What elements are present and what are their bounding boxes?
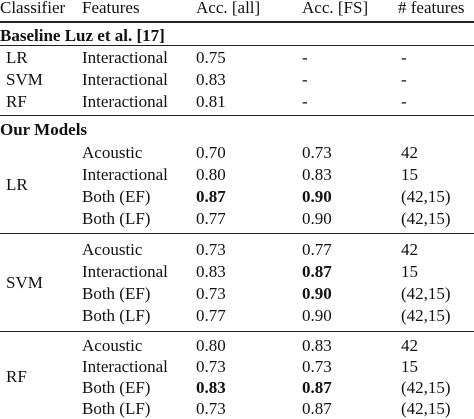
group-classifier-rf: RF bbox=[6, 367, 27, 386]
model-acc-fs: 0.73 bbox=[302, 357, 332, 376]
baseline-classifier: RF bbox=[6, 92, 27, 111]
header-num-features: # features bbox=[398, 0, 465, 17]
baseline-num-features: - bbox=[401, 92, 407, 111]
group-classifier-lr: LR bbox=[6, 175, 28, 194]
header-acc-all: Acc. [all] bbox=[196, 0, 261, 17]
baseline-acc-all: 0.75 bbox=[196, 48, 226, 67]
model-feature: Acoustic bbox=[82, 143, 143, 162]
model-feature: Interactional bbox=[82, 262, 168, 281]
model-num-features: (42,15) bbox=[401, 378, 451, 397]
model-feature: Both (LF) bbox=[82, 209, 151, 228]
model-acc-fs-best: 0.90 bbox=[302, 187, 332, 206]
header-classifier: Classifier bbox=[0, 0, 66, 17]
model-acc-fs: 0.90 bbox=[302, 306, 332, 325]
model-feature: Both (LF) bbox=[82, 306, 151, 325]
baseline-feature: Interactional bbox=[82, 92, 168, 111]
group-classifier-svm: SVM bbox=[6, 273, 43, 292]
header-rule bbox=[0, 21, 474, 23]
baseline-classifier: LR bbox=[6, 48, 28, 67]
model-num-features: 15 bbox=[401, 165, 418, 184]
model-acc-fs: 0.90 bbox=[302, 209, 332, 228]
model-num-features: (42,15) bbox=[401, 284, 451, 303]
section-rule bbox=[0, 115, 474, 116]
model-num-features: (42,15) bbox=[401, 187, 451, 206]
model-acc-fs-best: 0.87 bbox=[302, 262, 332, 281]
model-acc-fs-best: 0.87 bbox=[302, 378, 332, 397]
model-acc-fs: 0.83 bbox=[302, 336, 332, 355]
model-num-features: 42 bbox=[401, 143, 418, 162]
model-feature: Acoustic bbox=[82, 336, 143, 355]
model-acc-fs-best: 0.90 bbox=[302, 284, 332, 303]
baseline-num-features: - bbox=[401, 48, 407, 67]
model-acc-all-best: 0.83 bbox=[196, 378, 226, 397]
model-num-features: 42 bbox=[401, 240, 418, 259]
baseline-feature: Interactional bbox=[82, 48, 168, 67]
baseline-acc-fs: - bbox=[302, 70, 308, 89]
baseline-title: Baseline Luz et al. [17] bbox=[0, 26, 165, 45]
model-num-features: (42,15) bbox=[401, 399, 451, 418]
baseline-acc-fs: - bbox=[302, 48, 308, 67]
baseline-title-rule bbox=[0, 45, 474, 46]
model-acc-fs: 0.87 bbox=[302, 399, 332, 418]
model-acc-all: 0.77 bbox=[196, 209, 226, 228]
model-acc-all-best: 0.87 bbox=[196, 187, 226, 206]
baseline-num-features: - bbox=[401, 70, 407, 89]
model-acc-all: 0.73 bbox=[196, 357, 226, 376]
model-feature: Both (EF) bbox=[82, 378, 151, 397]
baseline-acc-fs: - bbox=[302, 92, 308, 111]
model-num-features: (42,15) bbox=[401, 209, 451, 228]
model-feature: Both (EF) bbox=[82, 187, 151, 206]
model-num-features: 15 bbox=[401, 262, 418, 281]
baseline-feature: Interactional bbox=[82, 70, 168, 89]
baseline-acc-all: 0.81 bbox=[196, 92, 226, 111]
baseline-acc-all: 0.83 bbox=[196, 70, 226, 89]
model-num-features: 15 bbox=[401, 357, 418, 376]
group-rule bbox=[0, 331, 474, 332]
model-num-features: 42 bbox=[401, 336, 418, 355]
models-title: Our Models bbox=[0, 120, 88, 139]
model-acc-all: 0.73 bbox=[196, 240, 226, 259]
model-feature: Both (LF) bbox=[82, 399, 151, 418]
model-feature: Interactional bbox=[82, 165, 168, 184]
model-acc-fs: 0.83 bbox=[302, 165, 332, 184]
model-acc-all: 0.73 bbox=[196, 284, 226, 303]
model-num-features: (42,15) bbox=[401, 306, 451, 325]
model-acc-all: 0.77 bbox=[196, 306, 226, 325]
model-acc-all: 0.70 bbox=[196, 143, 226, 162]
header-acc-fs: Acc. [FS] bbox=[302, 0, 369, 17]
baseline-classifier: SVM bbox=[6, 70, 43, 89]
model-feature: Interactional bbox=[82, 357, 168, 376]
model-acc-fs: 0.77 bbox=[302, 240, 332, 259]
model-acc-all: 0.80 bbox=[196, 336, 226, 355]
model-acc-all: 0.80 bbox=[196, 165, 226, 184]
model-acc-fs: 0.73 bbox=[302, 143, 332, 162]
group-rule bbox=[0, 233, 474, 234]
model-feature: Acoustic bbox=[82, 240, 143, 259]
model-acc-all: 0.83 bbox=[196, 262, 226, 281]
model-acc-all: 0.73 bbox=[196, 399, 226, 418]
model-feature: Both (EF) bbox=[82, 284, 151, 303]
header-features: Features bbox=[82, 0, 140, 17]
